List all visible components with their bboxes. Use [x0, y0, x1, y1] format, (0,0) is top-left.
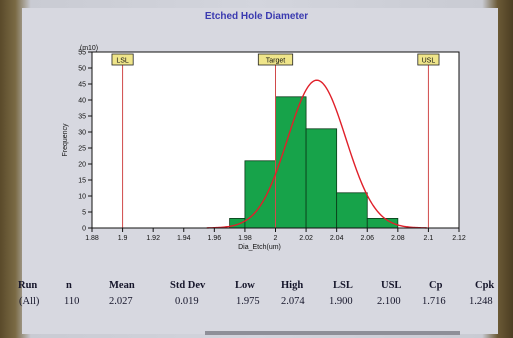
stats-value-high: 2.074	[281, 296, 305, 307]
stats-value-cp: 1.716	[422, 296, 446, 307]
y-tick-label: 35	[78, 114, 86, 121]
stats-header-cpk: Cpk	[475, 280, 495, 291]
stats-header-n: n	[66, 280, 72, 291]
histogram-bar-4	[336, 192, 368, 229]
x-tick-label: 1.96	[208, 235, 222, 242]
spec-label-lsl: LSL	[116, 58, 129, 65]
spec-label-box-target	[257, 53, 294, 66]
y-tick-label: 45	[78, 82, 86, 89]
x-tick-label: 2.1	[424, 235, 434, 242]
stats-value-cpk: 1.248	[469, 296, 493, 307]
spec-label-box-usl	[417, 53, 440, 66]
x-tick-label: 1.9	[118, 235, 128, 242]
x-axis-label: Dia_Etch(um)	[238, 244, 281, 251]
stats-header-lsl: LSL	[333, 280, 353, 291]
histogram-bar-3	[305, 128, 338, 229]
y-tick-label: 25	[78, 146, 86, 153]
x-tick-label: 2.02	[299, 235, 313, 242]
stats-header-cp: Cp	[429, 280, 443, 291]
spec-lines-layer: LSL Target USL	[111, 53, 440, 228]
y-tick-label: 40	[78, 98, 86, 105]
x-tick-label: 2.04	[330, 235, 344, 242]
bars-layer	[229, 96, 399, 229]
stats-value-run: (All)	[19, 296, 40, 307]
histogram-bar-2	[275, 96, 307, 229]
x-tick-label: 1.98	[238, 235, 252, 242]
stats-value-n: 110	[64, 296, 80, 307]
stats-value-low: 1.975	[236, 296, 260, 307]
x-tick-label: 2.12	[452, 235, 466, 242]
y-axis-label: Frequency	[62, 123, 69, 157]
y-tick-label: 20	[78, 162, 86, 169]
y-tick-label: 50	[78, 66, 86, 73]
x-tick-label: 2	[274, 235, 278, 242]
stats-header-mean: Mean	[109, 280, 135, 291]
spec-label-usl: USL	[422, 58, 436, 65]
y-tick-label: 55	[78, 50, 86, 57]
y-tick-label: 15	[78, 178, 86, 185]
y-tick-label: 0	[82, 226, 86, 233]
y-axis-unit-label: (m10)	[80, 45, 98, 52]
stats-value-usl: 2.100	[377, 296, 401, 307]
bottom-edge-strip	[205, 331, 460, 335]
x-tick-label: 1.92	[146, 235, 160, 242]
stats-value-std-dev: 0.019	[175, 296, 199, 307]
x-tick-label: 1.94	[177, 235, 191, 242]
x-tick-label: 2.06	[360, 235, 374, 242]
x-axis: 1.88 1.9 1.92 1.94 1.96 1.98 2 2.02 2.04 2.06 2.08…	[85, 228, 466, 242]
y-tick-label: 5	[82, 210, 86, 217]
y-tick-label: 30	[78, 130, 86, 137]
stats-value-mean: 2.027	[109, 296, 133, 307]
stats-header-low: Low	[235, 280, 255, 291]
chart-title: Etched Hole Diameter	[204, 11, 309, 22]
stats-header-usl: USL	[381, 280, 402, 291]
spec-label-box-lsl	[111, 53, 134, 66]
stats-header-std-dev: Std Dev	[170, 280, 206, 291]
x-tick-label: 2.08	[391, 235, 405, 242]
spec-label-target: Target	[266, 58, 286, 65]
stats-header-high: High	[281, 280, 304, 291]
y-axis: 0 5 10 15 20 25 30 35 40 45 50 55	[78, 50, 92, 233]
x-tick-label: 1.88	[85, 235, 99, 242]
stats-header-run: Run	[18, 280, 38, 291]
stats-value-lsl: 1.900	[329, 296, 353, 307]
y-tick-label: 10	[78, 194, 86, 201]
normal-fit-curve	[206, 79, 427, 229]
